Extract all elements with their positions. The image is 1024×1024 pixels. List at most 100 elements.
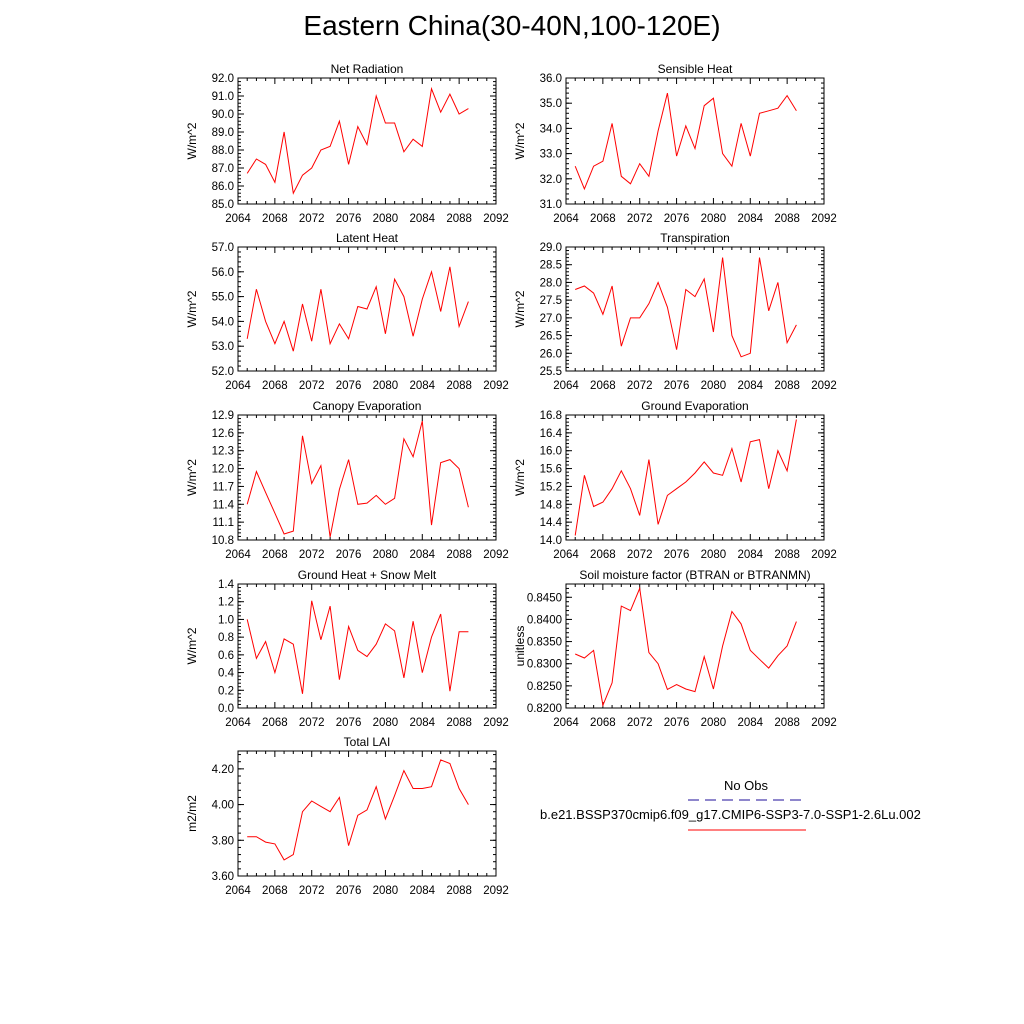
- x-tick-label: 2068: [590, 380, 616, 392]
- y-tick-label: 0.6: [218, 650, 234, 662]
- y-tick-label: 34.0: [540, 123, 562, 135]
- x-tick-label: 2092: [811, 380, 837, 392]
- y-tick-label: 11.7: [212, 481, 234, 493]
- x-tick-label: 2072: [299, 549, 325, 561]
- panel-soil-moisture-factor-btran-or-btranmn: Soil moisture factor (BTRAN or BTRANMN) u…: [513, 568, 837, 729]
- panel-latent-heat: Latent Heat W/m^2 2064 2068 2072 2076 2080 2084…: [185, 231, 509, 392]
- y-tick-label: 10.8: [212, 535, 234, 547]
- x-tick-label: 2064: [553, 213, 579, 225]
- x-tick-label: 2076: [336, 549, 362, 561]
- x-tick-label: 2088: [774, 380, 800, 392]
- panel-ground-heat-snow-melt: Ground Heat + Snow Melt W/m^2 2064 2068 2072…: [185, 568, 509, 729]
- panel-title: Net Radiation: [331, 62, 404, 76]
- panel-title: Sensible Heat: [658, 62, 733, 76]
- y-tick-label: 36.0: [540, 73, 562, 85]
- y-tick-label: 0.8450: [527, 592, 562, 604]
- x-tick-label: 2064: [225, 380, 251, 392]
- x-tick-label: 2088: [446, 885, 472, 897]
- y-tick-label: 56.0: [212, 267, 234, 279]
- y-tick-label: 32.0: [540, 174, 562, 186]
- series-line: [247, 759, 469, 861]
- y-tick-label: 33.0: [540, 149, 562, 161]
- x-tick-label: 2084: [737, 380, 763, 392]
- x-tick-label: 2088: [446, 213, 472, 225]
- series-line: [246, 600, 469, 694]
- y-tick-label: 53.0: [212, 341, 234, 353]
- y-tick-label: 16.0: [540, 446, 562, 458]
- x-tick-label: 2084: [409, 213, 435, 225]
- y-tick-label: 86.0: [212, 181, 234, 193]
- x-tick-label: 2076: [664, 213, 690, 225]
- x-tick-label: 2068: [262, 213, 288, 225]
- y-tick-label: 12.0: [212, 464, 234, 476]
- x-tick-label: 2072: [627, 213, 653, 225]
- y-tick-label: 35.0: [540, 98, 562, 110]
- y-tick-label: 89.0: [212, 127, 234, 139]
- x-tick-label: 2080: [701, 549, 727, 561]
- y-tick-label: 3.60: [212, 871, 234, 883]
- y-tick-label: 92.0: [212, 73, 234, 85]
- x-tick-label: 2080: [373, 549, 399, 561]
- x-tick-label: 2084: [737, 717, 763, 729]
- y-tick-label: 15.6: [540, 464, 562, 476]
- panel-title: Canopy Evaporation: [313, 399, 422, 413]
- y-tick-label: 57.0: [212, 242, 234, 254]
- x-tick-label: 2064: [225, 717, 251, 729]
- x-tick-label: 2088: [774, 549, 800, 561]
- x-tick-label: 2088: [446, 549, 472, 561]
- y-axis-label: W/m^2: [513, 122, 527, 159]
- x-tick-label: 2068: [262, 380, 288, 392]
- y-tick-label: 31.0: [540, 199, 562, 211]
- x-tick-label: 2092: [483, 717, 509, 729]
- x-tick-label: 2092: [483, 380, 509, 392]
- y-tick-label: 26.5: [540, 331, 562, 343]
- x-tick-label: 2068: [262, 885, 288, 897]
- x-tick-label: 2092: [811, 549, 837, 561]
- x-tick-label: 2072: [299, 885, 325, 897]
- panel-title: Transpiration: [660, 231, 730, 245]
- y-tick-label: 12.9: [212, 410, 234, 422]
- plot-frame: [565, 77, 825, 205]
- y-tick-label: 16.8: [540, 410, 562, 422]
- y-tick-label: 88.0: [212, 145, 234, 157]
- y-tick-label: 0.8200: [527, 703, 562, 715]
- legend-label-model: b.e21.BSSP370cmip6.f09_g17.CMIP6-SSP3-7.…: [540, 807, 921, 822]
- y-tick-label: 0.0: [218, 703, 234, 715]
- y-tick-label: 91.0: [212, 91, 234, 103]
- x-tick-label: 2084: [409, 885, 435, 897]
- y-tick-label: 1.2: [218, 597, 234, 609]
- x-tick-label: 2080: [373, 213, 399, 225]
- x-tick-label: 2072: [299, 717, 325, 729]
- x-tick-label: 2084: [737, 549, 763, 561]
- y-tick-label: 87.0: [212, 163, 234, 175]
- panel-ground-evaporation: Ground Evaporation W/m^2 2064 2068 2072 2076 2…: [513, 399, 837, 561]
- x-tick-label: 2088: [446, 717, 472, 729]
- series-line: [246, 420, 469, 538]
- x-tick-label: 2076: [336, 213, 362, 225]
- x-tick-label: 2064: [553, 717, 579, 729]
- x-tick-label: 2088: [446, 380, 472, 392]
- y-tick-label: 4.20: [212, 764, 234, 776]
- series-line: [575, 586, 797, 708]
- y-tick-label: 14.4: [540, 517, 563, 529]
- y-tick-label: 16.4: [540, 428, 563, 440]
- plot-frame: [237, 77, 497, 205]
- y-tick-label: 14.0: [540, 535, 562, 547]
- y-tick-label: 15.2: [540, 481, 562, 493]
- figure-title: Eastern China(30-40N,100-120E): [303, 10, 721, 41]
- y-tick-label: 29.0: [540, 242, 562, 254]
- y-tick-label: 0.8300: [527, 659, 562, 671]
- y-tick-label: 4.00: [212, 800, 234, 812]
- panel-title: Soil moisture factor (BTRAN or BTRANMN): [579, 568, 810, 582]
- x-tick-label: 2080: [373, 885, 399, 897]
- x-tick-label: 2084: [737, 213, 763, 225]
- y-tick-label: 52.0: [212, 366, 234, 378]
- x-tick-label: 2092: [811, 213, 837, 225]
- x-tick-label: 2080: [701, 380, 727, 392]
- x-tick-label: 2076: [336, 885, 362, 897]
- y-tick-label: 0.8350: [527, 637, 562, 649]
- y-tick-label: 3.80: [212, 835, 234, 847]
- x-tick-label: 2068: [590, 549, 616, 561]
- plot-frame: [565, 414, 825, 541]
- x-tick-label: 2076: [336, 380, 362, 392]
